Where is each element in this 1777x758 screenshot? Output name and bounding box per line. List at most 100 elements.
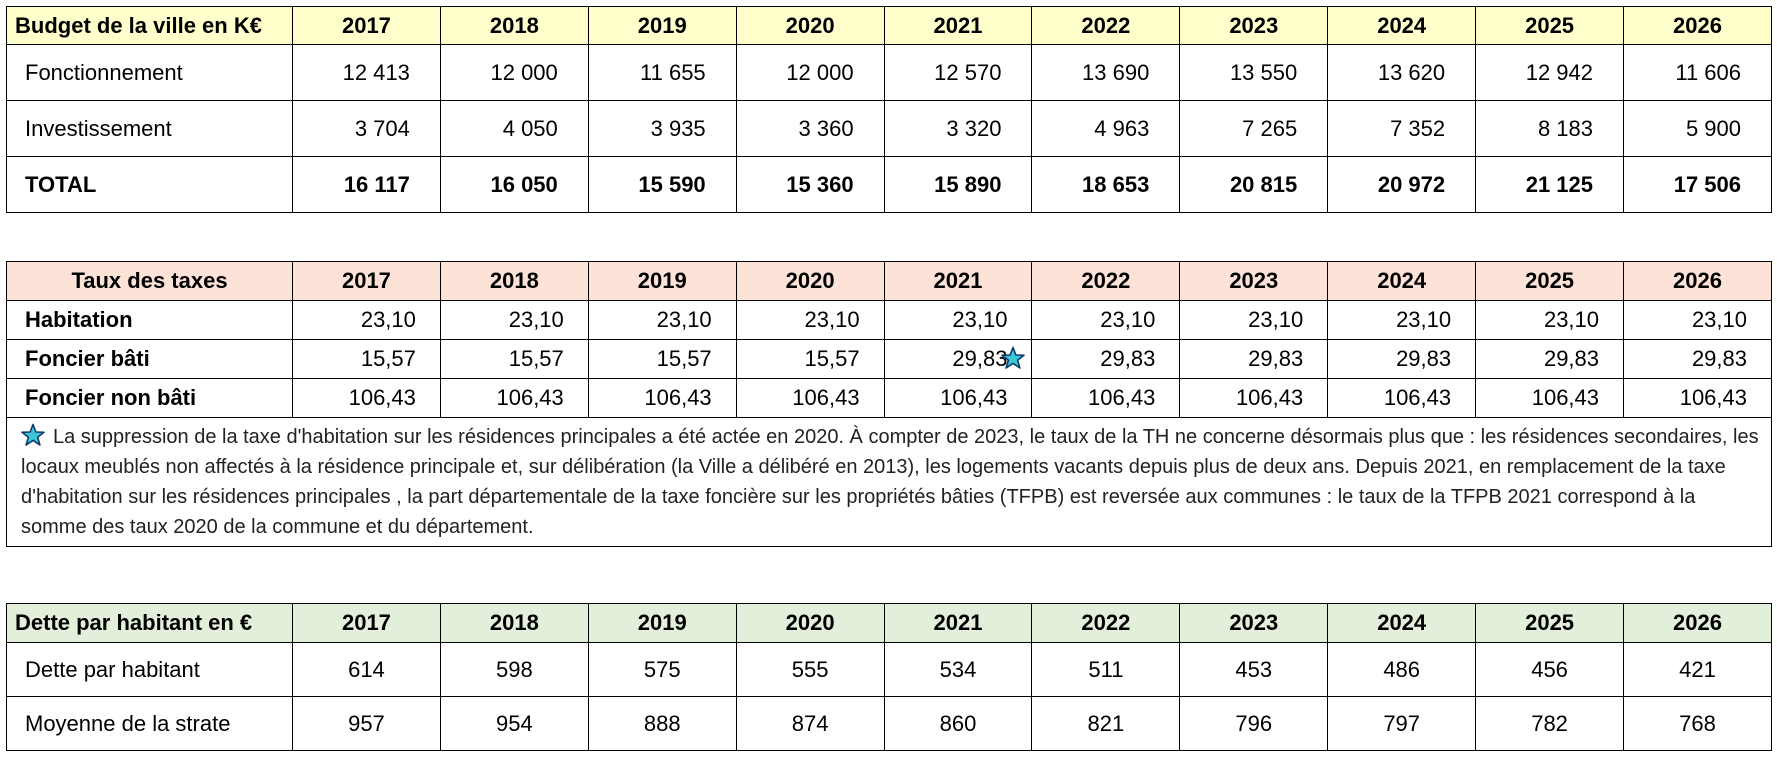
cell-value: 21 125 xyxy=(1475,156,1625,213)
row-label: Habitation xyxy=(6,300,293,340)
cell-value: 12 000 xyxy=(439,44,589,101)
budget-table: Budget de la ville en K€ 2017 2018 2019 … xyxy=(6,6,1772,213)
cell-value: 23,10 xyxy=(883,300,1033,340)
debt-title: Dette par habitant en € xyxy=(6,603,293,643)
year-header: 2018 xyxy=(439,603,589,643)
cell-value: 23,10 xyxy=(1623,300,1772,340)
cell-value: 17 506 xyxy=(1623,156,1772,213)
cell-value: 7 352 xyxy=(1327,100,1477,157)
cell-value: 15 890 xyxy=(883,156,1033,213)
cell-value: 20 815 xyxy=(1179,156,1329,213)
cell-value: 874 xyxy=(735,696,885,751)
debt-header-row: Dette par habitant en € 2017 2018 2019 2… xyxy=(6,603,1772,643)
cell-value: 106,43 xyxy=(883,378,1033,418)
cell-value: 797 xyxy=(1327,696,1477,751)
cell-value: 456 xyxy=(1475,642,1625,697)
cell-value: 106,43 xyxy=(735,378,885,418)
table-row: Habitation 23,10 23,10 23,10 23,10 23,10… xyxy=(6,300,1772,340)
table-row: Moyenne de la strate 957 954 888 874 860… xyxy=(6,696,1772,751)
cell-value: 15 590 xyxy=(587,156,737,213)
row-label: Moyenne de la strate xyxy=(6,696,293,751)
cell-value: 106,43 xyxy=(1031,378,1181,418)
cell-value: 768 xyxy=(1623,696,1772,751)
cell-value: 15,57 xyxy=(439,339,589,379)
year-header: 2017 xyxy=(292,603,441,643)
cell-value: 11 655 xyxy=(587,44,737,101)
cell-value: 782 xyxy=(1475,696,1625,751)
year-header: 2018 xyxy=(439,261,589,301)
year-header: 2019 xyxy=(587,261,737,301)
cell-value: 29,83 xyxy=(1475,339,1625,379)
star-icon xyxy=(21,423,45,446)
cell-value: 7 265 xyxy=(1179,100,1329,157)
year-header: 2025 xyxy=(1475,261,1625,301)
cell-value: 16 117 xyxy=(292,156,441,213)
year-header: 2026 xyxy=(1623,6,1772,45)
cell-value: 23,10 xyxy=(292,300,441,340)
cell-value: 29,83 xyxy=(1623,339,1772,379)
table-row: Dette par habitant 614 598 575 555 534 5… xyxy=(6,642,1772,697)
year-header: 2023 xyxy=(1179,603,1329,643)
table-row: Investissement 3 704 4 050 3 935 3 360 3… xyxy=(6,100,1772,157)
cell-value: 29,83 xyxy=(1327,339,1477,379)
year-header: 2022 xyxy=(1031,6,1181,45)
year-header: 2017 xyxy=(292,261,441,301)
footnote-text: La suppression de la taxe d'habitation s… xyxy=(21,426,1759,538)
cell-value: 15 360 xyxy=(735,156,885,213)
cell-value: 555 xyxy=(735,642,885,697)
year-header: 2021 xyxy=(883,6,1033,45)
budget-title: Budget de la ville en K€ xyxy=(6,6,293,45)
year-header: 2025 xyxy=(1475,6,1625,45)
taxes-header-row: Taux des taxes 2017 2018 2019 2020 2021 … xyxy=(6,261,1772,301)
row-label: Investissement xyxy=(6,100,293,157)
cell-value: 12 942 xyxy=(1475,44,1625,101)
cell-value: 614 xyxy=(292,642,441,697)
total-row: TOTAL 16 117 16 050 15 590 15 360 15 890… xyxy=(6,156,1772,213)
cell-value: 20 972 xyxy=(1327,156,1477,213)
cell-value: 860 xyxy=(883,696,1033,751)
cell-value: 23,10 xyxy=(1179,300,1329,340)
cell-value: 796 xyxy=(1179,696,1329,751)
year-header: 2024 xyxy=(1327,6,1477,45)
taxes-table: Taux des taxes 2017 2018 2019 2020 2021 … xyxy=(6,261,1772,547)
year-header: 2023 xyxy=(1179,261,1329,301)
footnote-row: La suppression de la taxe d'habitation s… xyxy=(6,417,1772,547)
cell-value: 106,43 xyxy=(292,378,441,418)
cell-value: 888 xyxy=(587,696,737,751)
cell-value: 29,83 xyxy=(1179,339,1329,379)
row-label: Dette par habitant xyxy=(6,642,293,697)
cell-value: 4 050 xyxy=(439,100,589,157)
year-header: 2019 xyxy=(587,6,737,45)
year-header: 2025 xyxy=(1475,603,1625,643)
budget-header-row: Budget de la ville en K€ 2017 2018 2019 … xyxy=(6,6,1772,45)
cell-value: 3 704 xyxy=(292,100,441,157)
cell-value: 29,83 xyxy=(952,346,1008,371)
row-label: Foncier bâti xyxy=(6,339,293,379)
cell-value: 957 xyxy=(292,696,441,751)
cell-value: 13 620 xyxy=(1327,44,1477,101)
year-header: 2026 xyxy=(1623,261,1772,301)
cell-value: 453 xyxy=(1179,642,1329,697)
cell-value: 15,57 xyxy=(292,339,441,379)
row-label: Fonctionnement xyxy=(6,44,293,101)
year-header: 2024 xyxy=(1327,603,1477,643)
cell-value: 11 606 xyxy=(1623,44,1772,101)
table-row: Fonctionnement 12 413 12 000 11 655 12 0… xyxy=(6,44,1772,101)
cell-value: 23,10 xyxy=(439,300,589,340)
cell-value: 3 320 xyxy=(883,100,1033,157)
cell-value: 13 690 xyxy=(1031,44,1181,101)
cell-value: 23,10 xyxy=(1327,300,1477,340)
cell-value: 821 xyxy=(1031,696,1181,751)
cell-value: 106,43 xyxy=(1475,378,1625,418)
cell-value: 4 963 xyxy=(1031,100,1181,157)
year-header: 2019 xyxy=(587,603,737,643)
cell-value: 3 360 xyxy=(735,100,885,157)
cell-value: 106,43 xyxy=(439,378,589,418)
year-header: 2020 xyxy=(735,603,885,643)
cell-value: 534 xyxy=(883,642,1033,697)
cell-value: 15,57 xyxy=(735,339,885,379)
cell-value: 3 935 xyxy=(587,100,737,157)
star-icon xyxy=(1001,346,1026,369)
cell-value: 954 xyxy=(439,696,589,751)
table-row: Foncier non bâti 106,43 106,43 106,43 10… xyxy=(6,378,1772,418)
